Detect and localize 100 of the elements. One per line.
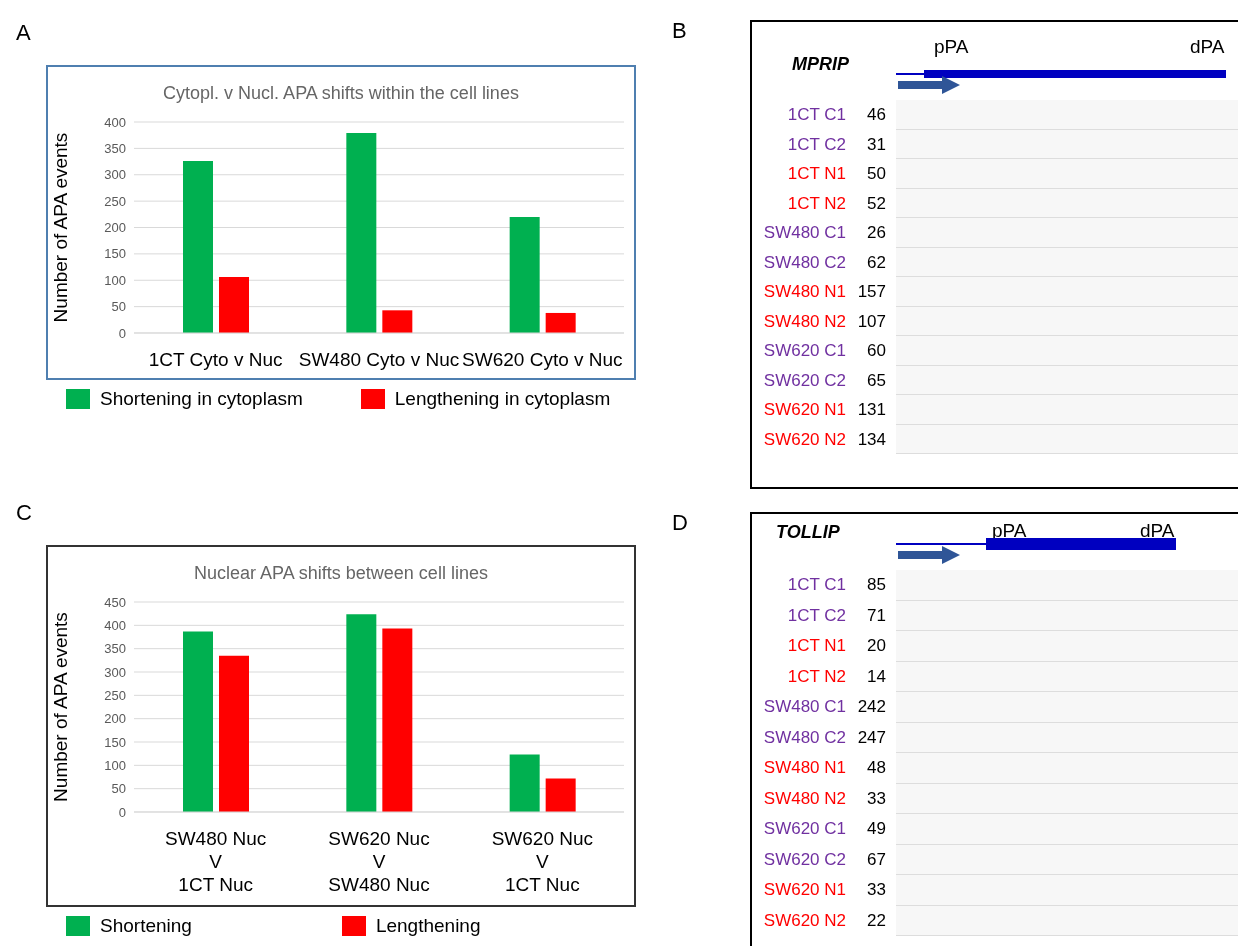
text: C: [16, 500, 32, 526]
category-label: SW480 N1: [763, 758, 846, 778]
data-label: 157: [857, 282, 886, 302]
x-tick-label: SW620 Nuc V SW480 Nuc: [328, 828, 430, 895]
data-label: 48: [867, 758, 886, 778]
x-tick-label: 1CT Cyto v Nuc: [148, 349, 283, 371]
data-label: 20: [867, 636, 886, 656]
data-label: 33: [867, 880, 886, 900]
bar: [509, 216, 540, 333]
y-tick-label: 0: [118, 804, 126, 820]
data-label: 14: [867, 666, 886, 687]
category-label: 1CT N2: [787, 666, 846, 687]
chart-title: Cytopl. v Nucl. APA shifts within the cell lines: [162, 83, 520, 104]
data-label: 62: [867, 252, 886, 273]
bar: [509, 754, 540, 812]
bar: [219, 277, 249, 333]
data-label: 107: [857, 311, 886, 332]
category-label: 1CT N2: [787, 193, 846, 214]
data-label: 22: [867, 910, 886, 931]
bar: [346, 614, 377, 812]
category-label: SW480 C2: [763, 727, 846, 748]
data-label: 60: [867, 341, 886, 361]
text: B: [672, 18, 687, 44]
bar: [545, 312, 576, 333]
y-tick-label: 200: [104, 220, 126, 236]
data-label: 85: [867, 575, 886, 595]
data-label: 71: [867, 605, 886, 626]
y-tick-label: 150: [104, 734, 126, 750]
y-axis-title: Number of APA events: [49, 612, 71, 802]
data-label: 50: [867, 164, 886, 184]
category-label: SW620 C1: [763, 819, 846, 839]
y-tick-label: 100: [104, 757, 126, 773]
category-label: 1CT C1: [787, 105, 846, 125]
data-label: 49: [867, 819, 886, 839]
data-label: 46: [867, 105, 886, 125]
y-tick-label: 450: [104, 594, 126, 610]
y-tick-label: 50: [111, 299, 126, 315]
category-label: SW620 N2: [763, 910, 846, 931]
bar: [346, 133, 377, 333]
category-label: SW480 C2: [763, 252, 846, 273]
category-label: SW620 N2: [763, 429, 846, 450]
category-label: SW620 N1: [763, 880, 846, 900]
y-tick-label: 400: [104, 617, 126, 633]
y-tick-label: 400: [104, 114, 126, 130]
data-label: 33: [867, 788, 886, 809]
category-label: SW480 N2: [763, 788, 846, 809]
legend-label: Shortening in cytoplasm: [100, 388, 303, 410]
data-label: 134: [857, 429, 886, 450]
bar: [545, 778, 576, 812]
text: TOLLIP: [776, 522, 840, 543]
category-label: SW480 C1: [763, 697, 846, 717]
text: D: [672, 510, 688, 536]
bar: [183, 631, 213, 812]
category-label: SW620 C1: [763, 341, 846, 361]
y-axis-title: Number of APA events: [49, 132, 71, 323]
category-label: SW480 N2: [763, 311, 846, 332]
text: pPA: [992, 520, 1027, 542]
y-tick-label: 250: [104, 687, 126, 703]
bar: [183, 161, 213, 333]
data-label: 52: [867, 193, 886, 214]
y-tick-label: 0: [118, 325, 126, 341]
y-tick-label: 100: [104, 272, 126, 288]
text: dPA: [1140, 520, 1175, 542]
y-tick-label: 250: [104, 193, 126, 209]
bar: [382, 310, 413, 333]
data-label: 242: [857, 697, 886, 717]
category-label: 1CT C1: [787, 575, 846, 595]
category-label: 1CT N1: [787, 636, 846, 656]
text: dPA: [1190, 36, 1225, 58]
category-label: SW480 C1: [763, 223, 846, 243]
category-label: 1CT C2: [787, 605, 846, 626]
x-tick-label: SW620 Cyto v Nuc: [462, 349, 623, 371]
legend-label: Lengthening: [375, 915, 481, 937]
bar: [382, 628, 413, 812]
data-label: 131: [857, 400, 886, 420]
category-label: SW620 N1: [763, 400, 846, 420]
x-tick-label: SW480 Nuc V 1CT Nuc: [164, 828, 267, 895]
data-label: 67: [867, 849, 886, 870]
category-label: 1CT C2: [787, 134, 846, 155]
y-tick-label: 350: [104, 641, 126, 657]
category-label: SW620 C2: [763, 370, 846, 391]
text: A: [16, 20, 31, 46]
data-label: 26: [867, 223, 886, 243]
category-label: SW620 C2: [763, 849, 846, 870]
y-tick-label: 150: [104, 246, 126, 262]
legend-label: Shortening: [100, 915, 192, 937]
bar: [219, 655, 249, 812]
text: MPRIP: [792, 54, 850, 75]
category-label: 1CT N1: [787, 164, 846, 184]
legend-label: Lengthening in cytoplasm: [394, 388, 611, 410]
y-tick-label: 300: [104, 167, 126, 183]
text: pPA: [934, 36, 969, 58]
data-label: 31: [867, 134, 886, 155]
y-tick-label: 350: [104, 140, 126, 156]
x-tick-label: SW620 Nuc V 1CT Nuc: [491, 828, 594, 895]
x-tick-label: SW480 Cyto v Nuc: [298, 349, 460, 371]
y-tick-label: 200: [104, 711, 126, 727]
y-tick-label: 300: [104, 664, 126, 680]
y-tick-label: 50: [111, 781, 126, 797]
data-label: 247: [857, 727, 886, 748]
